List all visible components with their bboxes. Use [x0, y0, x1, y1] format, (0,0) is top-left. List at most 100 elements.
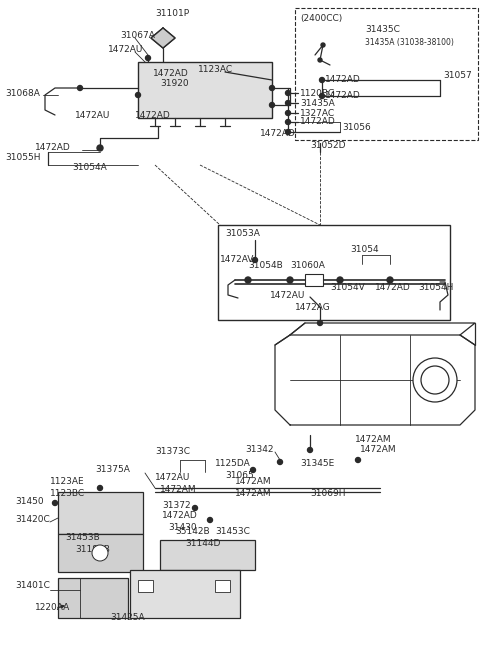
Text: 1472AD: 1472AD	[153, 69, 189, 77]
Text: 1472AU: 1472AU	[108, 45, 144, 54]
Text: 31453B: 31453B	[65, 534, 100, 542]
Text: 31052D: 31052D	[310, 141, 346, 149]
Circle shape	[317, 320, 323, 326]
Bar	[138, 580, 153, 592]
Circle shape	[320, 94, 324, 98]
Text: 1472AD: 1472AD	[135, 111, 171, 119]
Bar	[218, 225, 450, 320]
Text: 31054A: 31054A	[72, 164, 107, 172]
Text: 31345E: 31345E	[300, 458, 334, 468]
Bar	[160, 540, 255, 570]
Text: 31435A (31038-38100): 31435A (31038-38100)	[365, 37, 454, 47]
Text: 31056: 31056	[342, 122, 371, 132]
Text: 31053A: 31053A	[225, 229, 260, 238]
Circle shape	[320, 77, 324, 83]
Text: 31430: 31430	[168, 523, 197, 531]
Circle shape	[286, 90, 290, 96]
Bar	[130, 570, 240, 618]
Text: 1123AE: 1123AE	[50, 477, 84, 487]
Circle shape	[135, 92, 141, 98]
Circle shape	[277, 460, 283, 464]
Text: 31401C: 31401C	[15, 580, 50, 590]
Bar	[58, 578, 128, 618]
Circle shape	[286, 100, 290, 105]
Text: 31057: 31057	[443, 71, 472, 81]
Text: 31054B: 31054B	[248, 261, 283, 269]
Text: 31435A: 31435A	[300, 98, 335, 107]
Circle shape	[387, 277, 393, 283]
Bar	[58, 534, 143, 572]
Text: 31373C: 31373C	[155, 447, 190, 457]
Text: 31342: 31342	[245, 445, 274, 455]
Text: 31068A: 31068A	[5, 88, 40, 98]
Bar	[58, 492, 143, 534]
Circle shape	[337, 277, 343, 283]
Circle shape	[269, 102, 275, 107]
Circle shape	[413, 358, 457, 402]
Circle shape	[318, 58, 322, 62]
Circle shape	[192, 506, 197, 510]
Circle shape	[252, 257, 257, 263]
Text: 31453C: 31453C	[215, 527, 250, 536]
Circle shape	[77, 86, 83, 90]
Text: 1120BG: 1120BG	[300, 88, 336, 98]
Text: 1472AM: 1472AM	[355, 436, 392, 445]
Circle shape	[207, 517, 213, 523]
Circle shape	[145, 56, 151, 60]
Text: 31065: 31065	[225, 470, 254, 479]
Text: 1472AD: 1472AD	[300, 117, 336, 126]
Text: 31054: 31054	[350, 246, 379, 255]
Text: 1123BC: 1123BC	[50, 489, 85, 498]
Text: 1472AD: 1472AD	[325, 75, 361, 84]
Text: 31060A: 31060A	[290, 261, 325, 269]
Polygon shape	[151, 28, 175, 48]
Circle shape	[286, 119, 290, 124]
Text: 1123AC: 1123AC	[198, 66, 233, 75]
Text: 1472AD: 1472AD	[325, 92, 361, 100]
Text: 31450: 31450	[15, 498, 44, 506]
Text: 1472AU: 1472AU	[270, 291, 305, 301]
Text: 1472AD: 1472AD	[260, 128, 296, 138]
Text: 1472AD: 1472AD	[162, 512, 198, 521]
Text: 31054V: 31054V	[330, 284, 365, 293]
Text: 31144D: 31144D	[185, 540, 220, 548]
Bar	[138, 62, 272, 118]
Text: 31067A: 31067A	[120, 31, 155, 39]
Text: 31054H: 31054H	[418, 284, 454, 293]
Circle shape	[287, 277, 293, 283]
Circle shape	[92, 545, 108, 561]
Circle shape	[269, 86, 275, 90]
Circle shape	[356, 457, 360, 462]
Text: 31055H: 31055H	[5, 153, 40, 162]
Circle shape	[308, 447, 312, 453]
Text: 31435C: 31435C	[365, 26, 400, 35]
Circle shape	[245, 277, 251, 283]
Text: 31375A: 31375A	[95, 466, 130, 474]
Text: 35142B: 35142B	[175, 527, 210, 536]
Text: 1472AM: 1472AM	[360, 445, 396, 455]
Text: 1327AC: 1327AC	[300, 109, 335, 117]
Text: 1125DA: 1125DA	[215, 458, 251, 468]
Text: 1472AD: 1472AD	[35, 143, 71, 153]
Text: 1472AU: 1472AU	[75, 111, 110, 119]
Text: 1472AU: 1472AU	[155, 474, 191, 483]
Text: 1472AM: 1472AM	[235, 489, 272, 498]
Bar	[215, 580, 230, 592]
Text: (2400CC): (2400CC)	[300, 14, 342, 22]
Text: 1472AM: 1472AM	[160, 485, 197, 495]
Text: 31920: 31920	[160, 79, 189, 88]
Text: 31101P: 31101P	[155, 10, 189, 18]
Circle shape	[251, 468, 255, 472]
Bar	[305, 274, 323, 286]
Text: 1220AA: 1220AA	[35, 603, 70, 612]
Text: 31183B: 31183B	[75, 546, 110, 555]
Text: 1472AD: 1472AD	[375, 284, 411, 293]
Text: 31420C: 31420C	[15, 515, 50, 525]
Circle shape	[321, 43, 325, 47]
Text: 31372: 31372	[162, 500, 191, 510]
Text: 31425A: 31425A	[111, 614, 145, 622]
Text: 1472AG: 1472AG	[295, 303, 331, 312]
Circle shape	[97, 485, 103, 491]
Text: 31069H: 31069H	[310, 489, 346, 498]
Circle shape	[421, 366, 449, 394]
